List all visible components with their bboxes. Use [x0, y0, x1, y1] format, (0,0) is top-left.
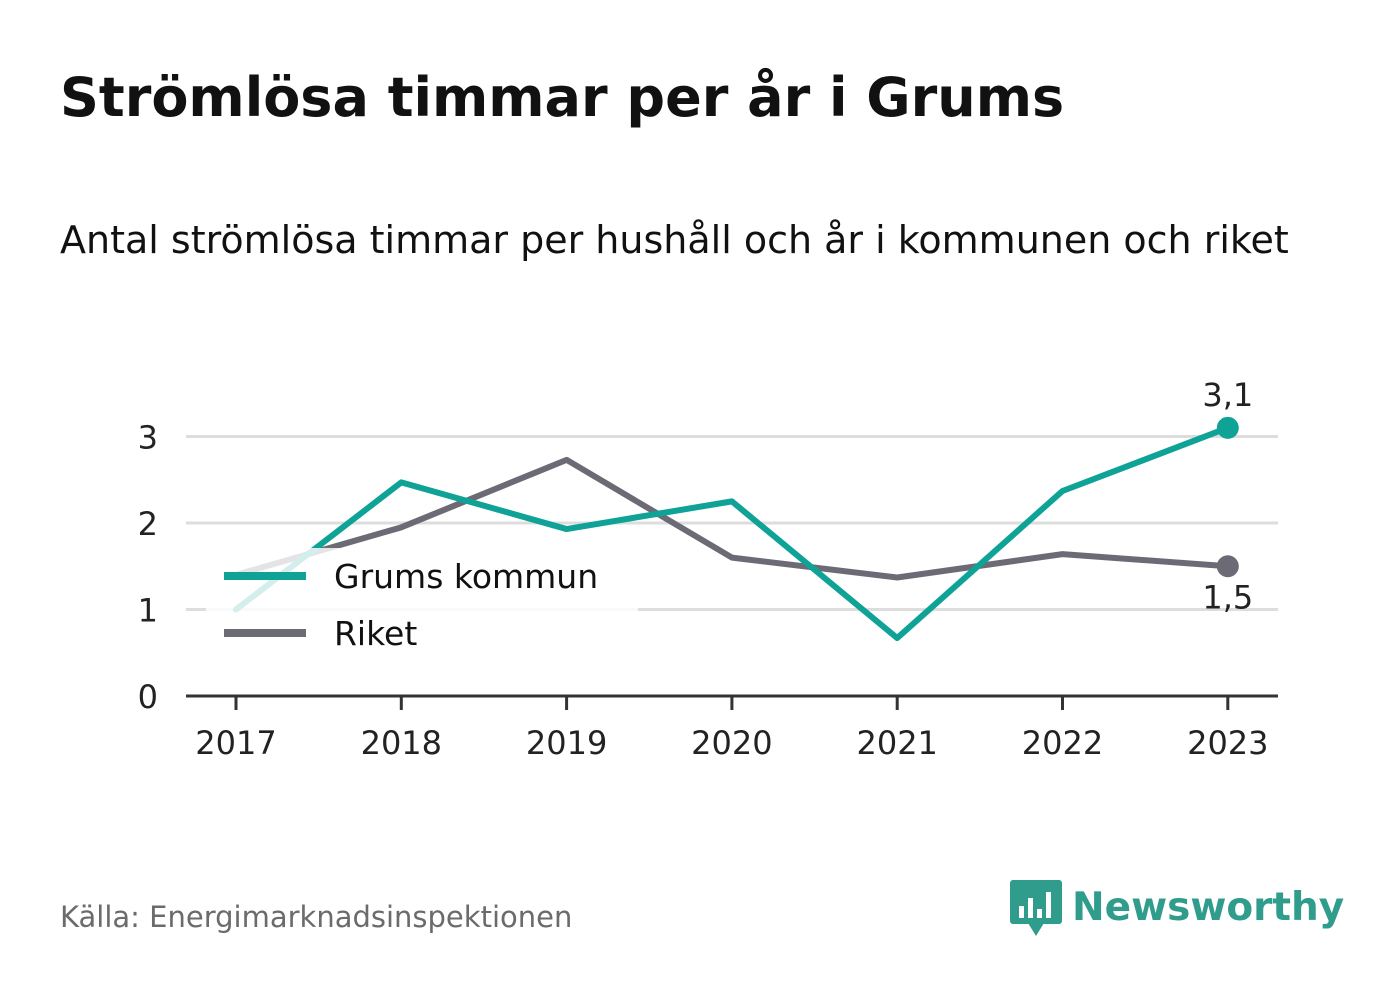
- y-axis-ticks: 0 1 2 3: [138, 419, 158, 717]
- brand-name: Newsworthy: [1072, 884, 1345, 930]
- legend-background: [206, 548, 638, 660]
- chart-subtitle: Antal strömlösa timmar per hushåll och å…: [60, 218, 1289, 262]
- x-tick-label: 2020: [691, 724, 772, 762]
- legend-label: Riket: [334, 614, 417, 653]
- y-tick-label: 0: [138, 678, 158, 716]
- x-tick-label: 2021: [856, 724, 937, 762]
- newsworthy-logo-icon: [1010, 880, 1062, 936]
- x-tick-label: 2017: [195, 724, 276, 762]
- end-point-marker: [1216, 555, 1239, 578]
- x-tick-label: 2019: [526, 724, 607, 762]
- brand-logo: Newsworthy: [1010, 876, 1344, 938]
- x-tick-label: 2018: [361, 724, 442, 762]
- series-line: [233, 456, 1231, 581]
- y-tick-label: 3: [138, 419, 158, 457]
- series-line: [233, 424, 1231, 642]
- x-axis-ticks: 2017 2018 2019 2020 2021 2022 2023: [195, 696, 1269, 762]
- end-labels: 3,1 1,5: [1202, 376, 1253, 616]
- legend-label: Grums kommun: [334, 557, 598, 596]
- x-tick-label: 2023: [1187, 724, 1268, 762]
- chart-title: Strömlösa timmar per år i Grums: [60, 66, 1065, 129]
- end-value-label: 3,1: [1202, 376, 1253, 414]
- legend: Grums kommun Riket: [206, 548, 638, 660]
- source-note: Källa: Energimarknadsinspektionen: [60, 900, 573, 934]
- line-chart: 0 1 2 3 2017 2018 2019 2020 2021 2022 2023 Grums …: [138, 376, 1278, 762]
- end-point-marker: [1216, 416, 1239, 439]
- y-tick-label: 1: [138, 592, 158, 630]
- series-lines: [233, 424, 1231, 642]
- y-tick-label: 2: [138, 505, 158, 543]
- end-value-label: 1,5: [1202, 578, 1253, 616]
- x-tick-label: 2022: [1022, 724, 1103, 762]
